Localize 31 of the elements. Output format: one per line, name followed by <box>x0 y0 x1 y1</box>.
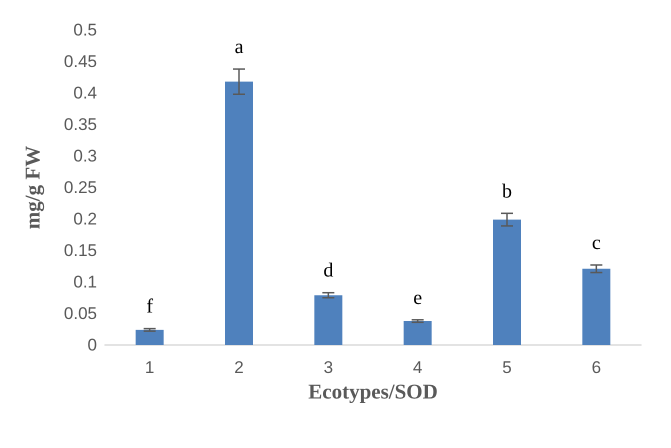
x-tick-label: 1 <box>144 358 154 377</box>
bar <box>225 82 253 345</box>
y-tick-label: 0.1 <box>73 272 97 292</box>
x-tick-label: 6 <box>592 358 602 377</box>
bar <box>582 268 610 345</box>
annotation: a <box>234 36 244 58</box>
annotation: e <box>413 286 422 309</box>
bar <box>314 295 342 345</box>
bar <box>136 330 164 345</box>
x-axis-title: Ecotypes/SOD <box>308 380 438 404</box>
y-tick-label: 0.45 <box>64 52 97 71</box>
bar <box>404 321 432 345</box>
annotation: f <box>146 296 154 318</box>
x-tick-label: 5 <box>502 358 512 377</box>
y-axis-title: mg/g FW <box>20 146 44 230</box>
annotation: c <box>592 232 601 254</box>
x-tick-label: 4 <box>412 358 422 377</box>
y-tick-label: 0.5 <box>73 20 97 40</box>
bar <box>493 220 521 345</box>
annotation: b <box>502 180 512 202</box>
x-tick-label: 2 <box>234 358 244 377</box>
y-tick-label: 0.15 <box>64 241 97 260</box>
y-tick-label: 0.35 <box>64 115 97 134</box>
y-tick-label: 0.4 <box>73 84 97 102</box>
x-tick-label: 3 <box>324 358 334 377</box>
y-tick-label: 0.2 <box>73 210 97 228</box>
y-tick-label: 0.3 <box>73 146 97 166</box>
y-tick-label: 0.05 <box>64 304 97 323</box>
y-tick-label: 0.25 <box>64 178 97 197</box>
annotation: d <box>323 260 334 282</box>
y-tick-label: 0 <box>88 336 97 354</box>
